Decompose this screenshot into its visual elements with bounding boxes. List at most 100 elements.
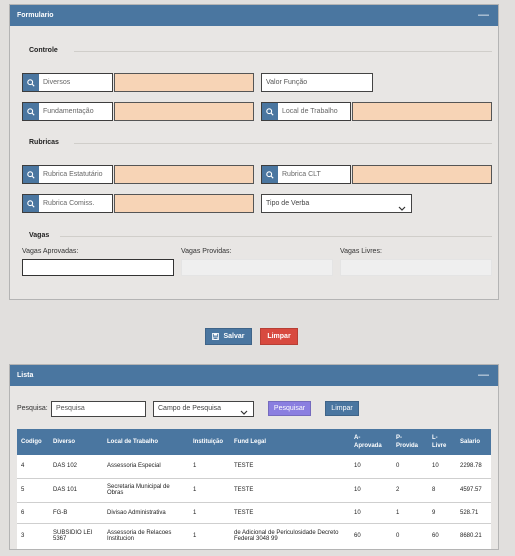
vagas-aprovadas-label: Vagas Aprovadas:: [22, 248, 79, 255]
local-trabalho-placeholder: Local de Trabalho: [282, 108, 338, 115]
rubrica-comiss-search-input[interactable]: Rubrica Comiss.: [22, 194, 113, 213]
rubrica-estatutario-placeholder: Rubrica Estatutário: [43, 171, 103, 178]
rubrica-estatutario-value-field[interactable]: [114, 165, 254, 184]
col-livre[interactable]: L- Livre: [428, 429, 456, 455]
col-local-trabalho[interactable]: Local de Trabalho: [107, 439, 159, 445]
col-codigo[interactable]: Codigo: [21, 439, 42, 445]
diversos-value-field[interactable]: [114, 73, 254, 92]
cell-provida: 1: [392, 502, 428, 524]
chevron-down-icon: [398, 201, 406, 218]
rubrica-estatutario-search-input[interactable]: Rubrica Estatutário: [22, 165, 113, 184]
cell-diverso: SUBSIDIO LEI 5367: [53, 530, 93, 543]
rubrica-clt-placeholder: Rubrica CLT: [282, 171, 321, 178]
pesquisar-button[interactable]: Pesquisar: [268, 401, 311, 416]
salvar-button[interactable]: Salvar: [205, 328, 252, 345]
cell-diverso: FG-B: [49, 502, 103, 524]
rubrica-comiss-placeholder: Rubrica Comiss.: [43, 200, 95, 207]
cell-livre: 10: [428, 455, 456, 479]
rubrica-comiss-value-field[interactable]: [114, 194, 254, 213]
campo-pesquisa-value: Campo de Pesquisa: [158, 405, 222, 412]
salvar-label: Salvar: [223, 333, 245, 340]
cell-codigo: 5: [17, 478, 49, 503]
col-fund-legal[interactable]: Fund Legal: [234, 439, 266, 445]
search-icon[interactable]: [23, 74, 39, 91]
campo-pesquisa-select[interactable]: Campo de Pesquisa: [153, 401, 254, 417]
cell-salario: 8680.21: [460, 533, 482, 540]
col-diverso[interactable]: Diverso: [53, 439, 76, 445]
table-row[interactable]: 4 DAS 102 Assessoria Especial 1 TESTE 10…: [17, 455, 491, 479]
search-icon[interactable]: [23, 195, 39, 212]
col-provida-line2: Provida: [396, 443, 419, 449]
collapse-icon[interactable]: —: [478, 9, 489, 21]
cell-aprovada: 10: [350, 502, 392, 524]
table-row[interactable]: 5 DAS 101 Secretaria Municipal de Obras …: [17, 478, 491, 503]
fundamentacao-search-input[interactable]: Fundamentação: [22, 102, 113, 121]
col-instituicao[interactable]: Instituição: [193, 439, 224, 445]
cell-aprovada: 10: [350, 478, 392, 503]
local-trabalho-search-input[interactable]: Local de Trabalho: [261, 102, 351, 121]
cell-aprovada: 10: [350, 455, 392, 479]
formulario-panel: Formulario — Controle Diversos Valor Fun…: [9, 4, 499, 300]
col-livre-line2: Livre: [432, 443, 447, 449]
divider: [60, 236, 492, 237]
vagas-aprovadas-input[interactable]: [22, 259, 174, 276]
col-aprovada-line1: A-: [354, 435, 361, 441]
local-trabalho-value-field[interactable]: [352, 102, 492, 121]
cell-provida: 2: [392, 478, 428, 503]
cell-provida: 0: [396, 533, 400, 540]
cell-salario: 2298.78: [456, 455, 491, 479]
table-row[interactable]: 3 SUBSIDIO LEI 5367 Assessoria de Relaco…: [17, 523, 491, 549]
formulario-title: Formulario: [17, 12, 54, 19]
formulario-header: Formulario —: [10, 5, 498, 26]
col-provida-line1: P-: [396, 435, 402, 441]
cell-salario: 4597.57: [456, 478, 491, 503]
rubrica-clt-value-field[interactable]: [352, 165, 492, 184]
search-icon[interactable]: [262, 103, 278, 120]
controle-section-title: Controle: [29, 47, 58, 54]
pesquisar-label: Pesquisar: [273, 405, 306, 412]
cell-aprovada: 60: [354, 533, 361, 540]
cell-instituicao: 1: [189, 478, 230, 503]
pesquisa-input[interactable]: Pesquisa: [51, 401, 146, 417]
chevron-down-icon: [240, 407, 248, 421]
search-icon[interactable]: [262, 166, 278, 183]
fundamentacao-placeholder: Fundamentação: [43, 108, 94, 115]
valor-funcao-input[interactable]: Valor Função: [261, 73, 373, 92]
cell-fund-legal: TESTE: [230, 478, 350, 503]
cell-local: Divisao Administrativa: [103, 502, 189, 524]
fundamentacao-value-field[interactable]: [114, 102, 254, 121]
cell-instituicao: 1: [193, 533, 197, 540]
cell-codigo: 3: [21, 533, 25, 540]
col-provida[interactable]: P- Provida: [392, 429, 428, 455]
limpar-button[interactable]: Limpar: [260, 328, 298, 345]
col-aprovada-line2: Aprovada: [354, 443, 382, 449]
cell-livre: 8: [428, 478, 456, 503]
lista-panel: Lista — Pesquisa: Pesquisa Campo de Pesq…: [9, 364, 499, 550]
divider: [74, 143, 492, 144]
col-aprovada[interactable]: A- Aprovada: [350, 429, 392, 455]
search-icon[interactable]: [23, 166, 39, 183]
diversos-placeholder: Diversos: [43, 79, 71, 86]
tipo-verba-select[interactable]: Tipo de Verba: [261, 194, 412, 213]
rubricas-section-title: Rubricas: [29, 139, 59, 146]
cell-instituicao: 1: [189, 502, 230, 524]
cell-provida: 0: [392, 455, 428, 479]
col-salario[interactable]: Salario: [460, 439, 481, 445]
cell-codigo: 4: [17, 455, 49, 479]
lista-limpar-button[interactable]: Limpar: [325, 401, 359, 416]
cell-livre: 9: [428, 502, 456, 524]
diversos-search-input[interactable]: Diversos: [22, 73, 113, 92]
save-icon: [212, 333, 220, 340]
vagas-section-title: Vagas: [29, 232, 50, 239]
lista-limpar-label: Limpar: [331, 405, 353, 412]
vagas-livres-input: [340, 259, 492, 276]
table-row[interactable]: 6 FG-B Divisao Administrativa 1 TESTE 10…: [17, 502, 491, 524]
cell-fund-legal: TESTE: [230, 502, 350, 524]
collapse-icon[interactable]: —: [478, 369, 489, 381]
search-icon[interactable]: [23, 103, 39, 120]
col-livre-line1: L-: [432, 435, 438, 441]
table-header-row: Codigo Diverso Local de Trabalho Institu…: [17, 429, 491, 455]
vagas-providas-label: Vagas Providas:: [181, 248, 232, 255]
divider: [74, 51, 492, 52]
rubrica-clt-search-input[interactable]: Rubrica CLT: [261, 165, 351, 184]
